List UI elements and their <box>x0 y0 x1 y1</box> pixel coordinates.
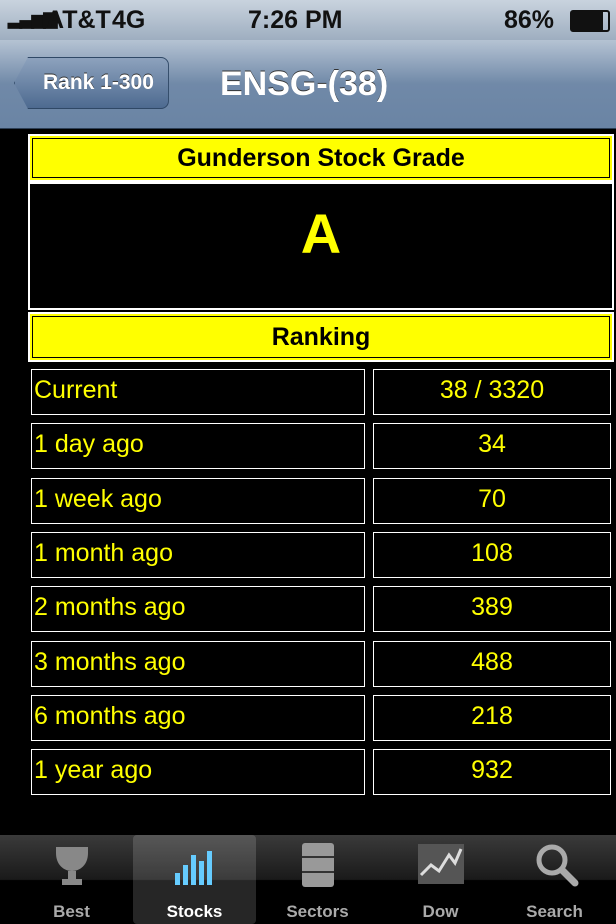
tab-stocks[interactable]: Stocks <box>133 835 256 924</box>
carrier: AT&T <box>46 6 111 35</box>
tab-label: Stocks <box>133 902 256 922</box>
tab-best[interactable]: Best <box>10 835 133 924</box>
tab-label: Search <box>493 902 616 922</box>
tab-bar: Best Stocks Sectors Dow Search <box>0 835 616 924</box>
rank-value: 108 <box>370 529 614 581</box>
rank-period: 6 months ago <box>28 692 368 744</box>
cabinet-icon <box>300 841 336 889</box>
search-icon <box>533 841 581 889</box>
rank-period: 1 week ago <box>28 475 368 527</box>
rank-period: 3 months ago <box>28 638 368 690</box>
trophy-icon <box>50 843 94 887</box>
rank-period: 2 months ago <box>28 583 368 635</box>
tab-label: Sectors <box>256 902 379 922</box>
rank-period: 1 month ago <box>28 529 368 581</box>
rank-value: 218 <box>370 692 614 744</box>
tab-dow[interactable]: Dow <box>379 835 502 924</box>
tab-label: Dow <box>379 902 502 922</box>
screen: ▂▃▅▆ AT&T 4G 7:26 PM 86% Rank 1-300 ENSG… <box>0 0 616 924</box>
tab-search[interactable]: Search <box>493 835 616 924</box>
rank-value: 70 <box>370 475 614 527</box>
tab-label: Best <box>10 902 133 922</box>
dow-icon <box>417 843 465 885</box>
status-bar: ▂▃▅▆ AT&T 4G 7:26 PM 86% <box>0 0 616 40</box>
clock: 7:26 PM <box>248 6 342 35</box>
rank-period: Current <box>28 366 368 418</box>
battery-icon <box>570 10 610 32</box>
grade-value: A <box>28 182 614 310</box>
rank-value: 932 <box>370 746 614 798</box>
grade-header: Gunderson Stock Grade <box>28 134 614 182</box>
battery-percent: 86% <box>504 6 554 35</box>
rank-value: 38 / 3320 <box>370 366 614 418</box>
ranking-header: Ranking <box>28 312 614 362</box>
nav-bar: Rank 1-300 ENSG-(38) <box>0 40 616 129</box>
rank-period: 1 year ago <box>28 746 368 798</box>
rank-value: 34 <box>370 420 614 472</box>
chart-icon <box>173 847 217 887</box>
network: 4G <box>112 6 145 35</box>
rank-value: 389 <box>370 583 614 635</box>
rank-value: 488 <box>370 638 614 690</box>
rank-period: 1 day ago <box>28 420 368 472</box>
back-button[interactable]: Rank 1-300 <box>14 57 169 109</box>
page: {"status_bar":{"carrier":"AT&T","network… <box>0 0 616 924</box>
tab-sectors[interactable]: Sectors <box>256 835 379 924</box>
nav-title: ENSG-(38) <box>220 40 388 128</box>
